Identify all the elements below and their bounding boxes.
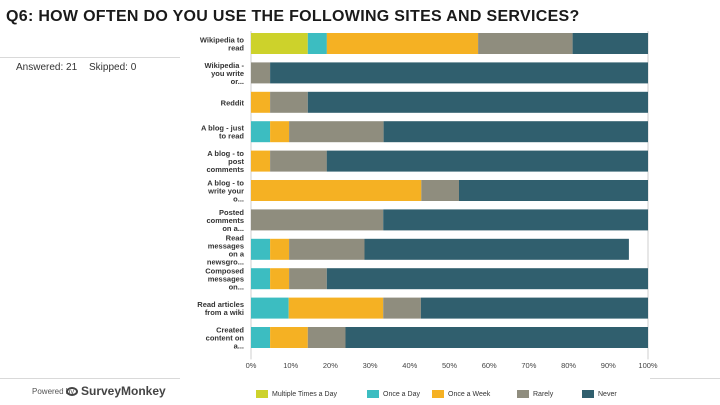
bar-segment[interactable] [307,33,327,54]
bar-segment[interactable] [270,91,308,113]
legend-label: Once a Day [383,390,420,398]
category-label: Created content on a... [206,326,245,351]
legend-swatch [256,390,268,398]
bar-segment[interactable] [270,238,290,260]
bar-segment[interactable] [289,121,384,143]
bar-segment[interactable] [251,268,271,290]
legend-label: Once a Week [448,390,491,398]
bar-segment[interactable] [270,327,308,348]
category-label: Reddit [221,98,245,107]
bar-segment[interactable] [251,121,271,143]
x-tick-label: 0% [246,361,257,370]
bar-segment[interactable] [288,297,384,319]
x-tick-label: 10% [283,361,298,370]
bar-segment[interactable] [251,180,422,201]
legend-swatch [582,390,594,398]
page-title: Q6: HOW OFTEN DO YOU USE THE FOLLOWING S… [6,8,580,25]
x-tick-label: 70% [521,361,536,370]
bar-segment[interactable] [478,33,573,54]
brand-logo[interactable]: SurveyMonkey [66,384,166,398]
divider [0,57,180,58]
bar-segment[interactable] [251,238,271,260]
x-tick-label: 60% [482,361,497,370]
bar-segment[interactable] [421,180,459,201]
bar-segment[interactable] [326,268,648,290]
legend-item[interactable]: Once a Week [432,390,490,398]
legend-item[interactable]: Rarely [517,390,553,398]
bar-segment[interactable] [251,62,271,84]
bar-segment[interactable] [251,297,289,319]
bar-segment[interactable] [251,33,308,54]
bar-segment[interactable] [345,327,649,348]
legend-swatch [367,390,379,398]
powered-by-label: Powered by [32,387,75,396]
legend-swatch [517,390,529,398]
skipped-count: Skipped: 0 [89,62,137,73]
answered-count: Answered: 21 [16,62,78,73]
x-tick-label: 80% [561,361,576,370]
bar-segment[interactable] [251,150,271,172]
brand-name: SurveyMonkey [81,384,166,398]
bar-segment[interactable] [364,238,629,260]
bar-segment[interactable] [251,209,384,231]
legend-item[interactable]: Once a Day [367,390,420,398]
x-tick-label: 30% [363,361,378,370]
bar-segment[interactable] [270,268,290,290]
bar-segment[interactable] [383,209,648,231]
bar-segment[interactable] [270,150,327,172]
bar-segment[interactable] [383,297,421,319]
divider [650,378,720,379]
x-tick-label: 50% [442,361,457,370]
bar-segment[interactable] [326,150,648,172]
bar-segment[interactable] [251,327,271,348]
divider [0,378,180,379]
bar-segment[interactable] [307,91,648,113]
x-tick-label: 20% [323,361,338,370]
category-label: Posted comments on a... [206,208,244,233]
legend-label: Never [598,390,617,398]
x-tick-label: 40% [402,361,417,370]
legend-label: Rarely [533,390,554,398]
bar-segment[interactable] [270,121,290,143]
category-label: Read articles from a wiki [197,300,244,317]
bar-segment[interactable] [289,238,365,260]
category-label: A blog - to write your o... [207,179,244,204]
legend-swatch [432,390,444,398]
legend-item[interactable]: Never [582,390,617,398]
category-label: A blog - to post comments [206,149,244,174]
bar-segment[interactable] [307,327,346,348]
bar-segment[interactable] [459,180,648,201]
bar-segment[interactable] [326,33,479,54]
category-label: Composed messages on... [205,267,244,292]
x-tick-label: 100% [638,361,658,370]
x-tick-label: 90% [601,361,616,370]
legend-item[interactable]: Multiple Times a Day [256,390,337,398]
surveymonkey-icon [66,386,78,396]
bar-segment[interactable] [420,297,648,319]
category-label: Read messages on a newsgro... [207,233,245,266]
bar-segment[interactable] [572,33,648,54]
legend-label: Multiple Times a Day [272,390,337,398]
bar-segment[interactable] [383,121,648,143]
bar-segment[interactable] [270,62,648,84]
category-label: Wikipedia to read [200,36,245,53]
category-label: A blog - just to read [201,124,245,141]
bar-segment[interactable] [289,268,327,290]
category-label: Wikipedia -you write or... [204,61,244,86]
bar-segment[interactable] [251,91,271,113]
